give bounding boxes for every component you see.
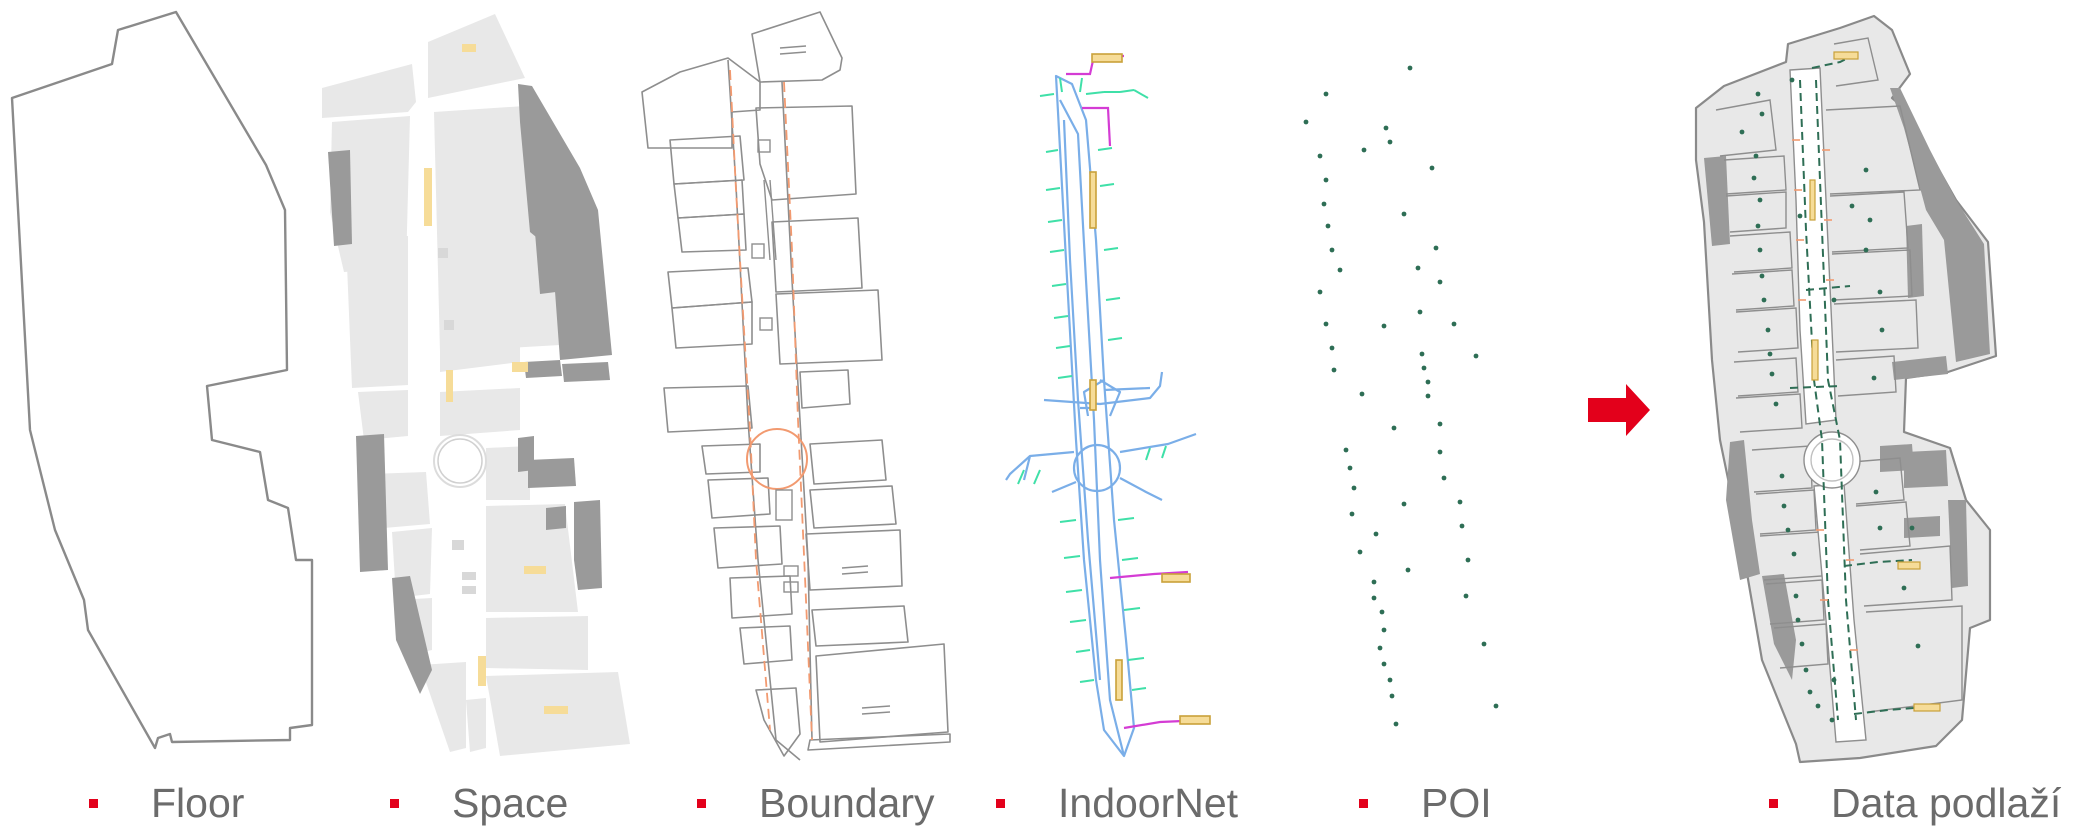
legend-item-floor: Floor <box>89 778 244 828</box>
legend-item-boundary: Boundary <box>697 778 935 828</box>
legend-label-space: Space <box>452 780 569 826</box>
square-bullet-icon <box>996 798 1005 808</box>
floor-outline-panel <box>10 10 314 750</box>
right-arrow-icon <box>1588 384 1650 436</box>
indoornet-panel <box>1005 53 1211 758</box>
square-bullet-icon <box>697 798 706 808</box>
legend-item-result: Data podlaží <box>1769 778 2061 828</box>
boundary-panel <box>641 11 951 761</box>
combined-floor-data-panel <box>1694 14 1998 764</box>
legend-item-space: Space <box>390 778 568 828</box>
legend-label-poi: POI <box>1421 780 1492 826</box>
legend-label-result: Data podlaží <box>1831 780 2062 826</box>
legend-item-poi: POI <box>1359 778 1492 828</box>
square-bullet-icon <box>1769 798 1778 808</box>
legend-label-indoornet: IndoorNet <box>1058 780 1239 826</box>
legend-item-indoornet: IndoorNet <box>996 778 1238 828</box>
space-panel <box>322 14 630 756</box>
square-bullet-icon <box>390 798 399 808</box>
square-bullet-icon <box>89 798 98 808</box>
legend-label-floor: Floor <box>151 780 245 826</box>
square-bullet-icon <box>1359 798 1368 808</box>
legend-label-boundary: Boundary <box>759 780 935 826</box>
poi-panel <box>1303 65 1499 727</box>
floor-outline <box>10 10 314 750</box>
